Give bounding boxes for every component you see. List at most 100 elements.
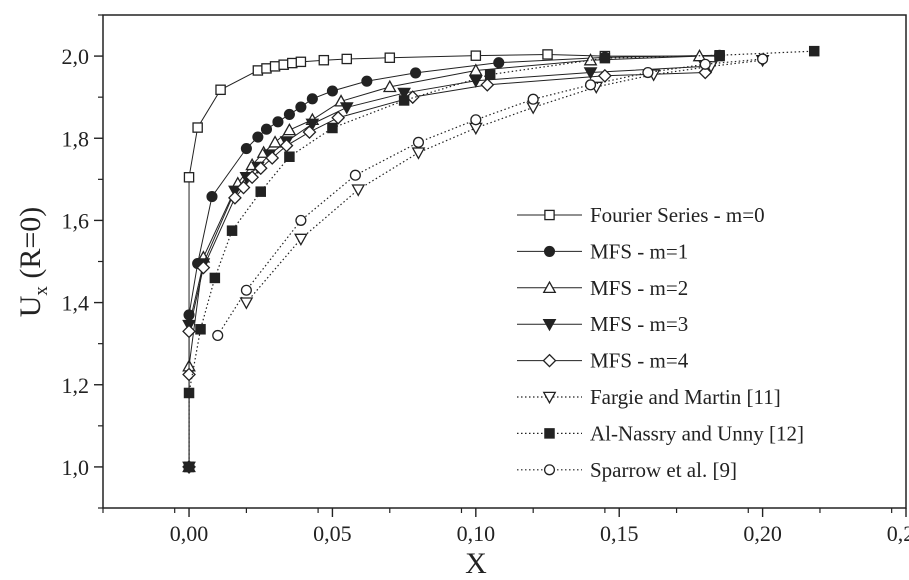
legend-item: Al-Nassry and Unny [12] bbox=[517, 421, 804, 445]
legend-label: Fourier Series - m=0 bbox=[590, 203, 765, 227]
data-point bbox=[240, 142, 252, 155]
series-line bbox=[188, 65, 706, 467]
legend-label: Sparrow et al. [9] bbox=[590, 458, 737, 482]
series-line bbox=[188, 55, 700, 467]
series-line bbox=[188, 72, 706, 467]
data-point bbox=[240, 284, 252, 296]
legend-label: Al-Nassry and Unny [12] bbox=[590, 421, 804, 445]
legend: Fourier Series - m=0 MFS - m=1 MFS - m=2 MF… bbox=[517, 203, 804, 482]
data-point bbox=[192, 122, 203, 133]
data-point bbox=[260, 123, 273, 135]
y-axis-title-suffix: (R=0) bbox=[14, 207, 47, 286]
data-point bbox=[384, 52, 396, 63]
legend-marker bbox=[542, 318, 557, 332]
data-point bbox=[295, 101, 307, 113]
data-point bbox=[599, 52, 611, 64]
data-point bbox=[757, 53, 769, 65]
x-tick-label: 0,15 bbox=[600, 521, 639, 546]
data-point bbox=[212, 329, 224, 342]
series-5 bbox=[239, 54, 770, 310]
data-point bbox=[183, 172, 195, 183]
data-point bbox=[714, 50, 725, 61]
y-tick-label: 2,0 bbox=[62, 44, 90, 69]
data-point bbox=[183, 387, 195, 399]
data-point bbox=[318, 54, 330, 66]
data-point bbox=[269, 61, 281, 72]
legend-item: Fourier Series - m=0 bbox=[517, 203, 765, 227]
legend-label: Fargie and Martin [11] bbox=[590, 385, 781, 409]
data-point bbox=[698, 65, 713, 80]
y-axis-title-subscript: x bbox=[31, 286, 52, 296]
data-point bbox=[527, 93, 539, 105]
legend-label: MFS - m=1 bbox=[590, 239, 688, 263]
y-axis-ticks: 1,0 1,2 1,4 1,6 1,8 2,0 bbox=[62, 14, 103, 509]
legend-item: MFS - m=1 bbox=[517, 239, 688, 263]
data-point bbox=[398, 95, 410, 106]
data-point bbox=[468, 63, 483, 76]
legend-marker bbox=[544, 209, 555, 221]
series-line bbox=[217, 58, 763, 336]
legend-marker bbox=[543, 245, 556, 257]
data-point bbox=[339, 102, 354, 115]
x-tick-label: 0,00 bbox=[170, 521, 209, 546]
data-point bbox=[493, 57, 505, 69]
data-point bbox=[278, 59, 289, 70]
series-line bbox=[245, 59, 763, 303]
data-point bbox=[209, 272, 221, 284]
legend-item: Sparrow et al. [9] bbox=[517, 458, 737, 482]
data-point bbox=[583, 53, 598, 66]
data-point bbox=[261, 63, 272, 74]
y-tick-label: 1,2 bbox=[62, 373, 90, 398]
data-point bbox=[228, 190, 242, 205]
data-point bbox=[284, 151, 295, 162]
legend-item: Fargie and Martin [11] bbox=[517, 385, 781, 409]
x-axis-title: X bbox=[465, 547, 487, 580]
x-tick-label: 0,10 bbox=[457, 521, 496, 546]
data-point bbox=[305, 118, 320, 131]
data-point bbox=[351, 184, 366, 197]
data-point bbox=[480, 77, 495, 92]
data-point bbox=[182, 367, 196, 382]
legend-marker bbox=[542, 280, 557, 294]
y-tick-label: 1,6 bbox=[62, 208, 90, 233]
data-point bbox=[295, 56, 307, 68]
y-tick-label: 1,4 bbox=[62, 291, 90, 316]
data-point bbox=[468, 75, 483, 88]
data-point bbox=[182, 324, 196, 339]
legend-marker bbox=[542, 391, 557, 405]
data-point bbox=[361, 75, 373, 87]
y-axis-title: Ux (R=0) bbox=[14, 207, 52, 318]
data-point bbox=[412, 136, 425, 148]
y-tick-label: 1,0 bbox=[62, 455, 90, 480]
y-tick-label: 1,8 bbox=[62, 126, 90, 151]
data-point bbox=[253, 161, 268, 176]
x-tick-label: 0,25 bbox=[887, 521, 909, 546]
data-point bbox=[470, 114, 482, 126]
legend-label: MFS - m=2 bbox=[590, 276, 688, 300]
data-point bbox=[239, 297, 254, 310]
data-point bbox=[484, 69, 496, 80]
data-point bbox=[268, 135, 282, 148]
data-point bbox=[206, 191, 218, 203]
series-layer bbox=[182, 45, 820, 475]
data-point bbox=[470, 50, 482, 61]
data-point bbox=[331, 110, 346, 125]
data-point bbox=[808, 45, 820, 57]
x-tick-label: 0,05 bbox=[313, 521, 352, 546]
data-point bbox=[245, 170, 260, 185]
data-point bbox=[583, 67, 598, 80]
data-point bbox=[382, 79, 397, 93]
data-point bbox=[196, 260, 211, 275]
data-point bbox=[349, 169, 361, 181]
data-point bbox=[195, 324, 206, 335]
series-4 bbox=[182, 65, 713, 474]
series-7 bbox=[212, 53, 769, 342]
data-point bbox=[642, 66, 654, 79]
data-point bbox=[265, 151, 280, 165]
data-point bbox=[306, 93, 318, 105]
data-point bbox=[215, 84, 226, 96]
data-point bbox=[283, 108, 295, 120]
x-tick-label: 0,20 bbox=[743, 521, 782, 546]
data-point bbox=[411, 147, 426, 160]
